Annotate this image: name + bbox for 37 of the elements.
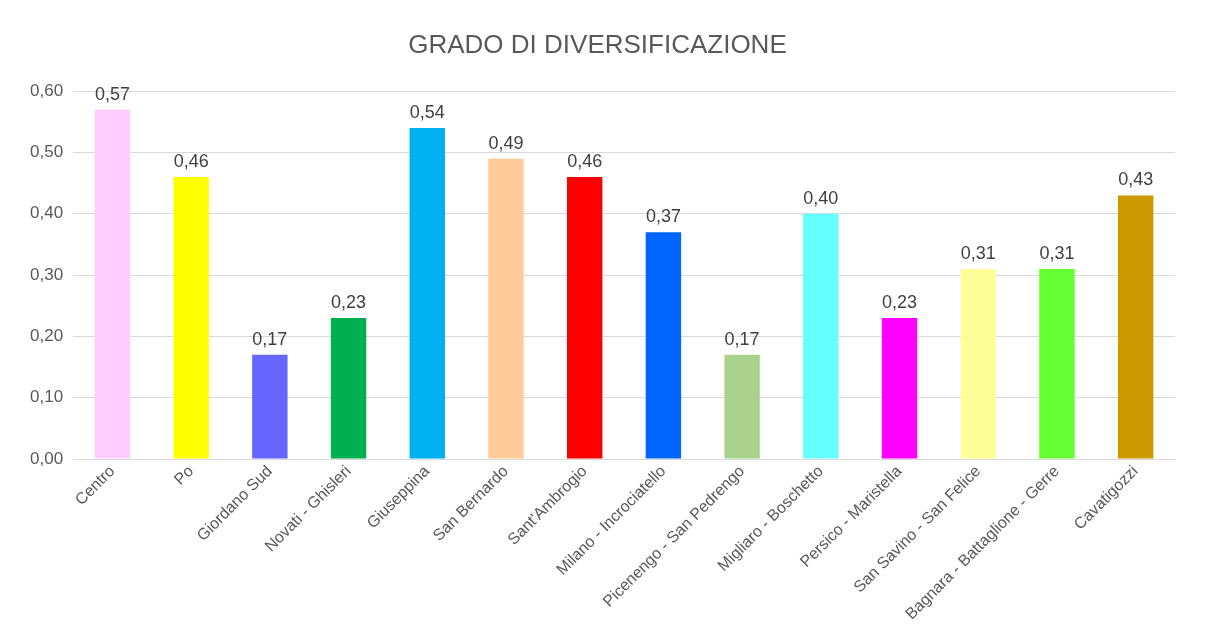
bar — [330, 318, 367, 459]
chart-title: GRADO DI DIVERSIFICAZIONE — [408, 28, 787, 59]
y-tick-label: 0,00 — [29, 448, 64, 468]
data-label: 0,54 — [409, 101, 445, 122]
bar — [960, 268, 996, 459]
data-label: 0,49 — [488, 132, 524, 153]
data-label: 0,43 — [1118, 169, 1154, 190]
y-tick-label: 0,50 — [29, 142, 64, 162]
data-label: 0,31 — [960, 242, 996, 263]
bar — [1039, 268, 1075, 459]
bar — [488, 158, 524, 459]
y-tick-label: 0,60 — [29, 80, 64, 100]
data-label: 0,17 — [252, 328, 288, 349]
x-tick-label: Po — [170, 461, 197, 488]
bar — [409, 127, 445, 459]
data-label: 0,23 — [882, 291, 918, 312]
y-tick-label: 0,30 — [29, 264, 64, 284]
data-label: 0,57 — [94, 83, 130, 104]
y-tick-label: 0,10 — [29, 387, 64, 407]
y-tick-label: 0,40 — [29, 203, 64, 223]
data-label: 0,17 — [724, 328, 760, 349]
data-label: 0,37 — [645, 206, 681, 227]
data-label: 0,46 — [173, 150, 209, 171]
bar — [803, 213, 839, 459]
bar — [566, 177, 603, 459]
bar — [881, 318, 918, 459]
bar — [173, 177, 209, 459]
y-tick-label: 0,20 — [29, 326, 64, 346]
data-label: 0,23 — [331, 291, 367, 312]
bar — [645, 232, 682, 459]
bar — [724, 354, 760, 459]
bar — [1117, 195, 1154, 459]
bar — [94, 109, 131, 459]
data-label: 0,46 — [567, 150, 603, 171]
bar — [252, 354, 288, 459]
data-label: 0,40 — [803, 187, 839, 208]
data-label: 0,31 — [1039, 242, 1075, 263]
